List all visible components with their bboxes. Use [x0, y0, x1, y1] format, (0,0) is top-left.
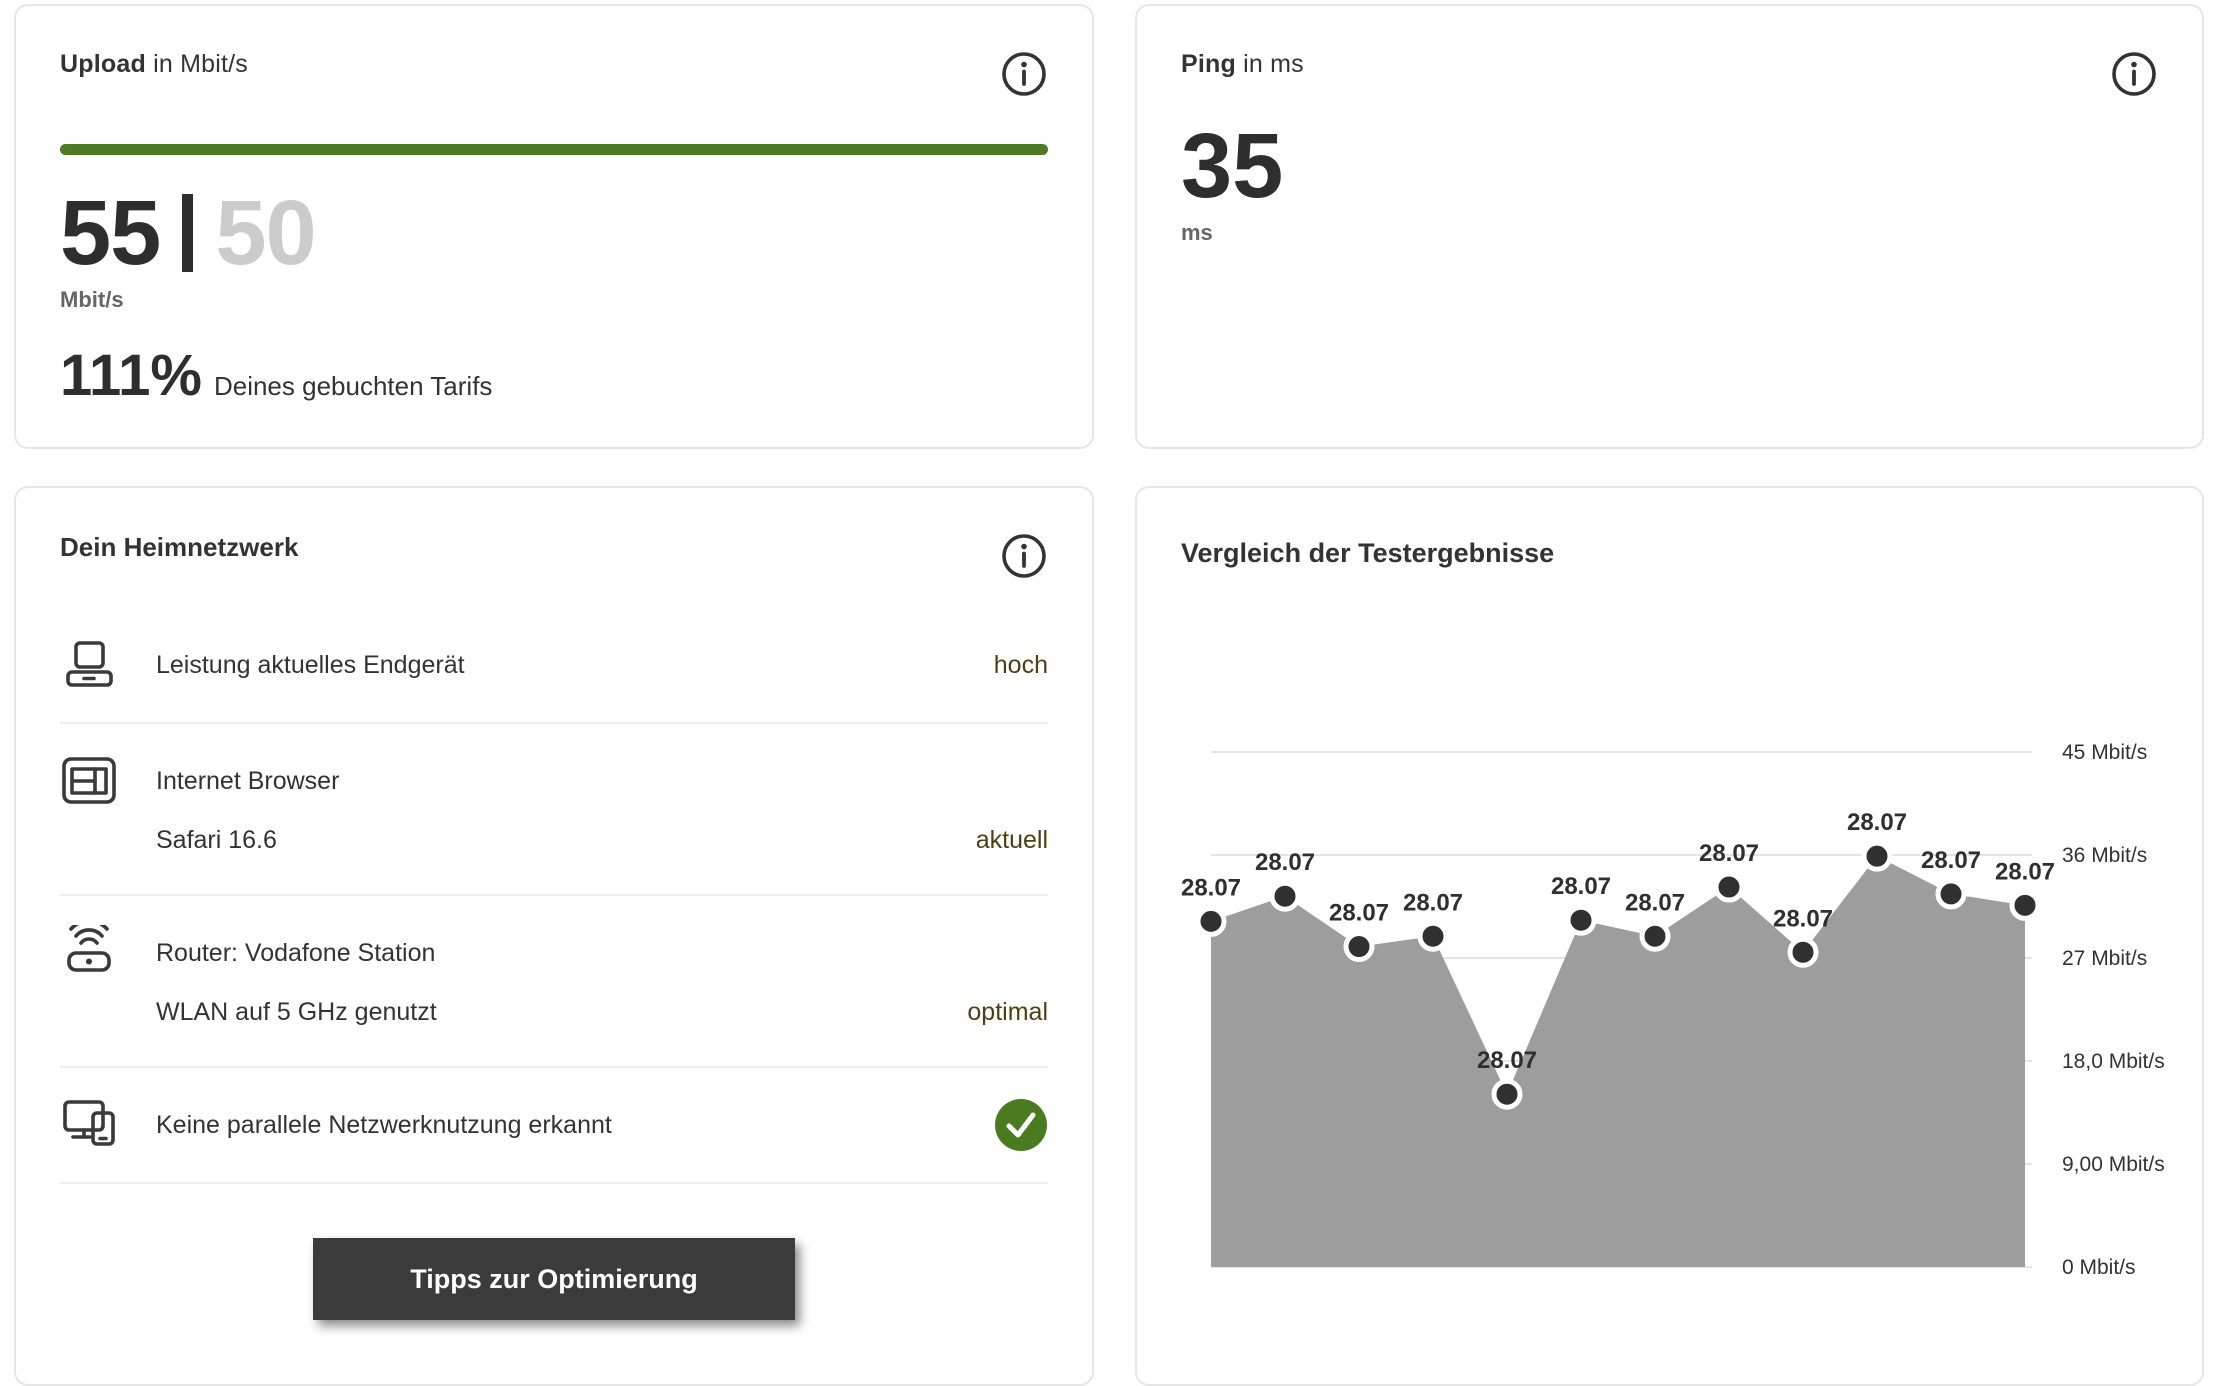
chart-point-label: 28.07 [1847, 809, 1907, 836]
upload-card-header: Upload in Mbit/s [60, 50, 1048, 98]
value-separator [182, 194, 194, 272]
upload-title-rest: in Mbit/s [145, 50, 248, 78]
y-tick-label: 27 Mbit/s [2062, 947, 2147, 970]
comparison-chart: 45 Mbit/s 36 Mbit/s 27 Mbit/s 18,0 Mbit/s 9,… [1181, 741, 2165, 1279]
devices-icon [60, 1094, 156, 1156]
y-tick-label: 45 Mbit/s [2062, 741, 2147, 764]
chart-dot [1861, 840, 1893, 872]
ping-unit: ms [1181, 220, 1213, 245]
upload-card: Upload in Mbit/s 55 50 Mbit/s 111% Deine… [14, 4, 1094, 449]
chart-dot [1787, 936, 1819, 968]
y-tick-label: 9,00 Mbit/s [2062, 1153, 2165, 1176]
upload-unit: Mbit/s [60, 287, 124, 312]
y-tick-label: 18,0 Mbit/s [2062, 1050, 2165, 1073]
network-row-sublabel: WLAN auf 5 GHz genutzt [156, 997, 437, 1026]
ping-card: Ping in ms 35 ms [1135, 4, 2204, 449]
network-row-label: Keine parallele Netzwerknutzung erkannt [156, 1110, 612, 1139]
chart-point-label: 28.07 [1255, 849, 1315, 876]
ping-card-title: Ping in ms [1181, 50, 1304, 79]
chart-dot [1195, 905, 1227, 937]
info-icon [2112, 52, 2156, 96]
check-icon [994, 1094, 1048, 1156]
network-row-device: Leistung aktuelles Endgerät hoch [60, 608, 1048, 724]
chart-dot [1417, 920, 1449, 952]
ping-title-bold: Ping [1181, 50, 1236, 78]
network-row-browser: Internet Browser Safari 16.6 aktuell [60, 724, 1048, 896]
network-row-parallel-usage: Keine parallele Netzwerknutzung erkannt [60, 1068, 1048, 1184]
browser-icon [60, 750, 156, 812]
y-tick-label: 36 Mbit/s [2062, 844, 2147, 867]
chart-dot [2009, 889, 2041, 921]
tips-button-wrap: Tipps zur Optimierung [60, 1238, 1048, 1320]
status-badge: optimal [967, 997, 1048, 1026]
info-icon[interactable] [2110, 50, 2158, 98]
chart-title: Vergleich der Testergebnisse [1181, 538, 1555, 568]
info-icon[interactable] [1000, 50, 1048, 98]
chart-point-label: 28.07 [1699, 840, 1759, 867]
chart-point-label: 28.07 [1403, 889, 1463, 916]
chart-dot [1343, 931, 1375, 963]
info-icon [1002, 52, 1046, 96]
chart-dot [1713, 871, 1745, 903]
home-network-card: Dein Heimnetzwerk Leistung ak [14, 486, 1094, 1386]
chart-point-label: 28.07 [1625, 889, 1685, 916]
area-series [1211, 856, 2025, 1267]
chart-point-label: 28.07 [1181, 874, 1241, 901]
upload-value: 55 [60, 182, 161, 284]
ping-card-header: Ping in ms [1181, 50, 2158, 98]
network-row-router: Router: Vodafone Station WLAN auf 5 GHz … [60, 896, 1048, 1068]
upload-percent: 111% [60, 343, 202, 408]
y-tick-label: 0 Mbit/s [2062, 1256, 2136, 1279]
upload-percent-label: Deines gebuchten Tarifs [213, 371, 493, 401]
comparison-card: Vergleich der Testergebnisse 45 Mbit/s 36… [1135, 486, 2204, 1386]
network-row-label: Router: Vodafone Station [156, 938, 436, 967]
status-badge: hoch [993, 650, 1048, 679]
network-rows: Leistung aktuelles Endgerät hoch Interne… [60, 608, 1048, 1184]
chart-dot [1269, 880, 1301, 912]
chart-point-label: 28.07 [1329, 900, 1389, 927]
network-row-label: Internet Browser [156, 766, 340, 795]
upload-percent-row: 111% Deines gebuchten Tarifs [60, 347, 1048, 405]
tips-button[interactable]: Tipps zur Optimierung [313, 1238, 795, 1320]
info-icon [1002, 534, 1046, 578]
router-wifi-icon [60, 922, 156, 984]
upload-value-row: 55 50 [60, 187, 1048, 279]
ping-title-rest: in ms [1235, 50, 1304, 78]
chart-point-label: 28.07 [1551, 873, 1611, 900]
status-badge: aktuell [975, 825, 1048, 854]
upload-target: 50 [215, 182, 316, 284]
ping-value: 35 [1181, 115, 1284, 217]
upload-card-title: Upload in Mbit/s [60, 50, 248, 79]
laptop-icon [60, 634, 156, 696]
network-row-label: Leistung aktuelles Endgerät [156, 650, 465, 679]
info-icon[interactable] [1000, 532, 1048, 580]
chart-dot [1935, 878, 1967, 910]
dashboard-grid: Upload in Mbit/s 55 50 Mbit/s 111% Deine… [14, 4, 2204, 1386]
chart-point-label: 28.07 [1995, 858, 2055, 885]
chart-point-label: 28.07 [1773, 905, 1833, 932]
upload-progress-bar [60, 144, 1048, 155]
network-card-header: Dein Heimnetzwerk [60, 532, 1048, 580]
network-row-sublabel: Safari 16.6 [156, 825, 277, 854]
chart-dot [1565, 904, 1597, 936]
chart-point-label: 28.07 [1477, 1047, 1537, 1074]
upload-title-bold: Upload [60, 50, 146, 78]
chart-dot [1639, 920, 1671, 952]
chart-dot [1491, 1078, 1523, 1110]
chart-point-label: 28.07 [1921, 847, 1981, 874]
network-card-title: Dein Heimnetzwerk [60, 532, 299, 562]
